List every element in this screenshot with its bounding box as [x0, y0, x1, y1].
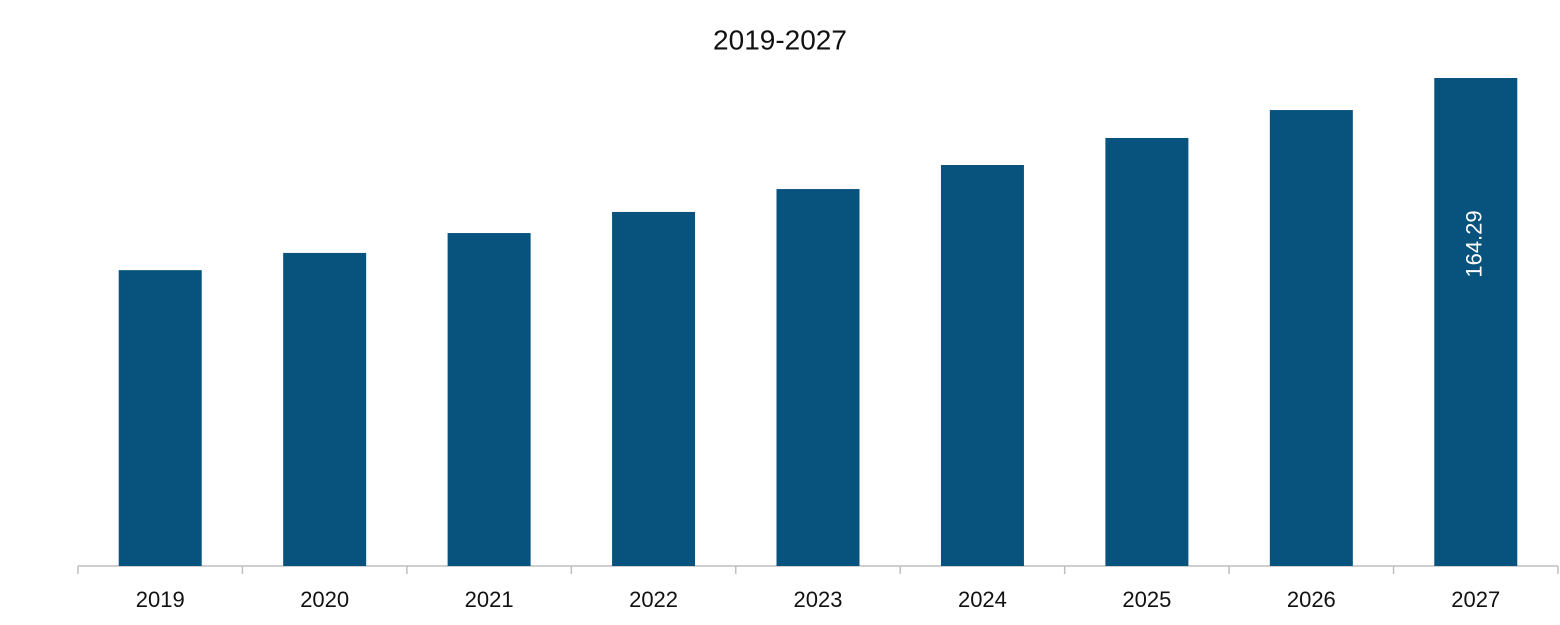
bar: [940, 165, 1024, 566]
chart-title: 2019-2027: [713, 24, 847, 55]
x-tick-label: 2022: [629, 587, 678, 612]
bar: [1434, 78, 1518, 566]
bar: [612, 211, 696, 566]
bar: [1269, 110, 1353, 566]
bar: [447, 233, 531, 566]
value-label: 164.29: [1462, 210, 1487, 277]
x-tick-label: 2020: [300, 587, 349, 612]
x-tick-label: 2019: [136, 587, 185, 612]
bar: [283, 252, 367, 566]
x-tick-label: 2023: [794, 587, 843, 612]
bar: [1105, 137, 1189, 567]
x-tick-label: 2026: [1287, 587, 1336, 612]
bar: [118, 270, 202, 566]
x-tick-label: 2021: [465, 587, 514, 612]
bar: [776, 189, 860, 567]
x-tick-label: 2027: [1451, 587, 1500, 612]
x-tick-label: 2025: [1122, 587, 1171, 612]
x-tick-label: 2024: [958, 587, 1007, 612]
